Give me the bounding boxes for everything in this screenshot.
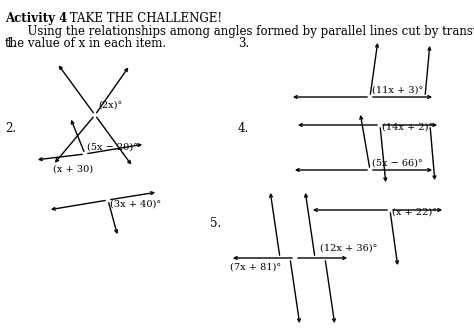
Text: 5.: 5. — [210, 217, 221, 230]
Text: (3x + 40)°: (3x + 40)° — [110, 200, 161, 209]
Text: 4.: 4. — [238, 122, 249, 135]
Text: (11x + 3)°: (11x + 3)° — [372, 86, 423, 95]
Text: (5x − 20)°: (5x − 20)° — [87, 143, 138, 152]
Text: the value of x in each item.: the value of x in each item. — [5, 37, 166, 50]
Text: (5x − 66)°: (5x − 66)° — [372, 159, 423, 168]
Text: Activity 4: Activity 4 — [5, 12, 67, 25]
Text: : TAKE THE CHALLENGE!: : TAKE THE CHALLENGE! — [62, 12, 222, 25]
Text: (2x)°: (2x)° — [98, 101, 122, 110]
Text: (14x + 2)°: (14x + 2)° — [382, 123, 433, 132]
Text: (12x + 36)°: (12x + 36)° — [320, 244, 377, 253]
Text: (x + 22)°: (x + 22)° — [392, 208, 437, 217]
Text: (7x + 81)°: (7x + 81)° — [230, 263, 281, 272]
Text: (x + 30): (x + 30) — [53, 165, 93, 174]
Text: Using the relationships among angles formed by parallel lines cut by transversal: Using the relationships among angles for… — [5, 25, 474, 38]
Text: 2.: 2. — [5, 122, 16, 135]
Text: 3.: 3. — [238, 37, 249, 50]
Text: 1.: 1. — [6, 37, 17, 50]
